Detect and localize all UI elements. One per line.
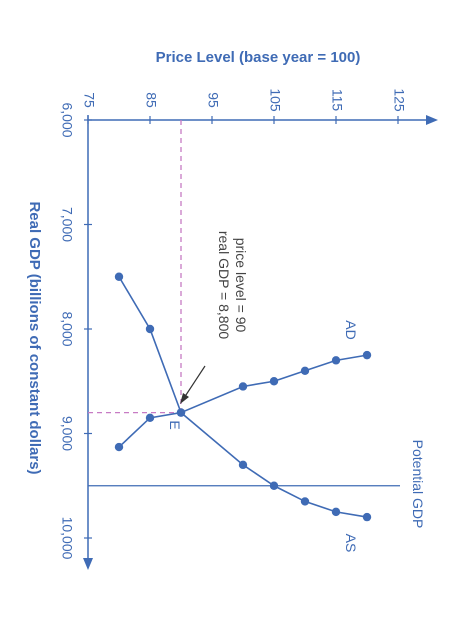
- data-point-ad: [238, 382, 248, 391]
- x-tick-label: 9,000: [59, 416, 75, 451]
- equilibrium-guides: [88, 120, 182, 414]
- data-point-as: [114, 442, 124, 452]
- plot-area: 6,000 7,000 8,000 9,000 10,000 75 85 95 105 115 1…: [59, 88, 438, 570]
- annotation-line-2: real GDP = 8,800: [216, 231, 232, 340]
- data-point-as: [145, 413, 155, 423]
- data-point-ad: [362, 350, 372, 360]
- data-point-ad: [145, 324, 155, 334]
- data-point-as: [331, 507, 341, 517]
- data-point-as: [300, 497, 310, 506]
- data-point-as: [269, 481, 279, 490]
- x-axis-title: Real GDP (billions of constant dollars): [26, 201, 43, 474]
- data-point-ad: [300, 366, 310, 375]
- x-tick-label: 10,000: [59, 517, 75, 560]
- data-point-ad: [114, 272, 124, 281]
- potential-gdp-label: Potential GDP: [410, 440, 426, 529]
- y-tick-label: 95: [205, 92, 221, 108]
- y-tick-label: 75: [81, 92, 97, 108]
- series-label-as: AS: [343, 534, 359, 553]
- x-tick-label: 8,000: [59, 311, 75, 346]
- annotation-line-1: price level = 90: [233, 238, 249, 333]
- data-point-ad: [331, 356, 341, 365]
- series-line-ad: [118, 276, 368, 414]
- series-label-ad: AD: [343, 320, 359, 339]
- series-line-as: [118, 411, 368, 518]
- y-axis-arrow: [426, 115, 438, 125]
- y-tick-label: 85: [143, 92, 159, 108]
- x-tick-label: 6,000: [59, 102, 75, 137]
- y-axis-title: Price Level (base year = 100): [156, 49, 361, 66]
- x-tick-label: 7,000: [59, 207, 75, 242]
- y-tick-label: 115: [329, 89, 345, 112]
- data-point-as: [176, 408, 186, 417]
- annotations: [180, 365, 206, 404]
- equilibrium-label: E: [167, 420, 183, 429]
- data-point-ad: [269, 377, 279, 386]
- annotation-arrow-head: [180, 393, 189, 404]
- y-axis-ticks: 75 85 95 105 115 125: [81, 88, 407, 124]
- data-point-as: [238, 460, 248, 470]
- annotation-arrow-line: [183, 365, 206, 399]
- data-point-as: [362, 512, 372, 522]
- x-axis-ticks: 6,000 7,000 8,000 9,000 10,000: [59, 102, 92, 560]
- y-tick-label: 125: [391, 88, 407, 112]
- series-group: [114, 272, 372, 522]
- x-axis-arrow: [83, 558, 93, 570]
- y-tick-label: 105: [267, 88, 283, 112]
